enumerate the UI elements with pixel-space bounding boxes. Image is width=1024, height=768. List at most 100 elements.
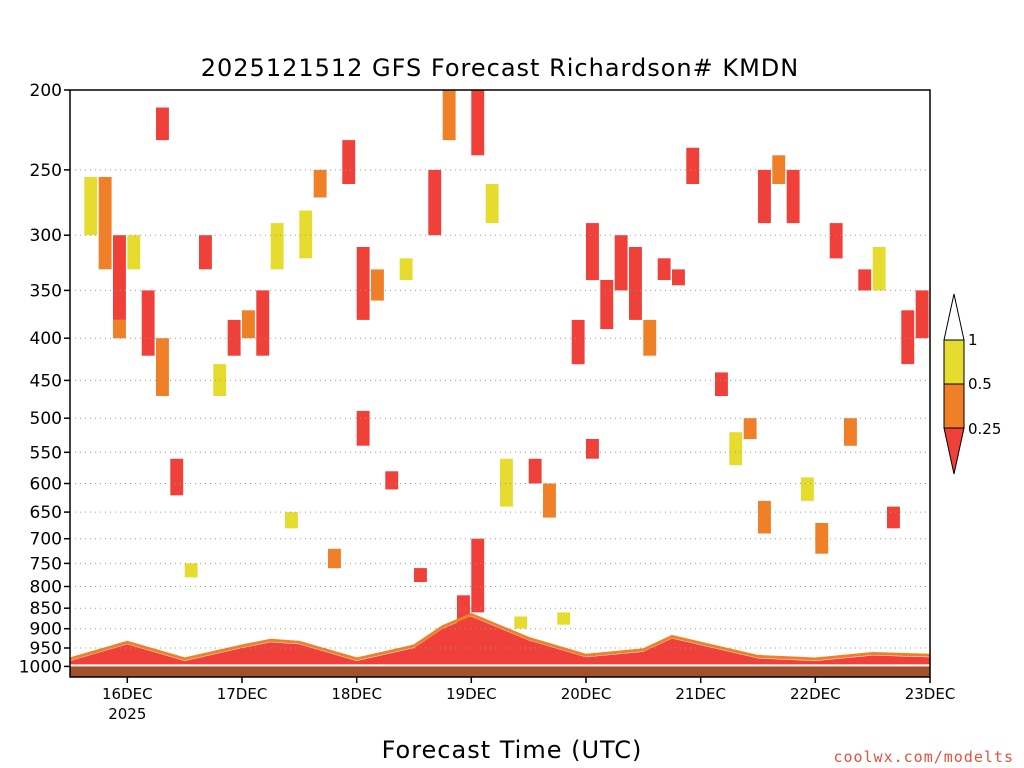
heatmap-cell: [758, 500, 771, 534]
heatmap-cell: [84, 177, 98, 236]
heatmap-cell: [213, 364, 227, 396]
heatmap-cell: [442, 90, 456, 141]
y-tick-label: 900: [30, 620, 62, 640]
x-tick-label: 20DEC: [561, 685, 612, 703]
heatmap-cell: [614, 235, 628, 291]
heatmap-cell: [500, 458, 513, 507]
heatmap-cell: [657, 258, 671, 280]
colorbar: 1 0.5 0.25: [943, 293, 1001, 475]
heatmap-cell: [256, 290, 270, 356]
heatmap-cell: [600, 280, 614, 330]
y-tick-label: 200: [30, 81, 62, 101]
heatmap-cell: [715, 372, 728, 396]
heatmap-cell: [586, 223, 599, 281]
y-tick-label: 300: [30, 226, 62, 246]
heatmap-cell: [385, 471, 399, 490]
x-tick-label: 16DEC: [102, 685, 153, 703]
x-axis-ticks: 16DEC 2025 17DEC 18DEC 19DEC 20DEC 21DEC 22DEC 2…: [102, 677, 955, 723]
heatmap-cell: [743, 418, 757, 440]
heatmap-cell: [915, 290, 929, 339]
heatmap-cell: [199, 235, 212, 270]
y-tick-label: 600: [30, 475, 62, 495]
heatmap-cell: [901, 310, 915, 365]
heatmap-cell: [356, 247, 370, 320]
x-tick-label: 21DEC: [675, 685, 726, 703]
heatmap-cell: [844, 418, 857, 446]
heatmap-cell: [471, 90, 485, 156]
plot-area: [69, 90, 931, 667]
y-tick-label: 350: [30, 281, 62, 301]
y-tick-label: 250: [30, 161, 62, 181]
heatmap-cell: [270, 223, 284, 270]
heatmap-cell: [299, 210, 313, 259]
y-tick-label: 800: [30, 578, 62, 598]
heatmap-cell: [170, 458, 184, 496]
colorbar-label: 1: [968, 331, 978, 349]
heatmap-cell: [829, 223, 843, 259]
heatmap-cell: [156, 107, 169, 141]
x-axis-label: Forecast Time (UTC): [382, 736, 643, 764]
heatmap-cell: [113, 235, 126, 320]
y-tick-label: 400: [30, 329, 62, 349]
heatmap-cell: [356, 410, 370, 446]
colorbar-top-arrow: [943, 293, 965, 341]
heatmap-cell: [141, 290, 155, 356]
heatmap-cell: [227, 319, 241, 356]
y-tick-label: 1000: [19, 657, 62, 677]
y-tick-label: 950: [30, 639, 62, 659]
y-tick-label: 700: [30, 530, 62, 550]
heatmap-cell: [643, 319, 657, 356]
x-tick-label: 22DEC: [790, 685, 841, 703]
heatmap-cell: [801, 477, 814, 501]
x-tick-label: 23DEC: [905, 685, 956, 703]
heatmap-cell: [887, 506, 900, 529]
heatmap-cell: [528, 458, 542, 484]
heatmap-cell: [156, 338, 169, 396]
colorbar-orange: [943, 383, 965, 429]
heatmap-cell: [127, 235, 141, 270]
pbl-top-line: [69, 612, 931, 661]
heatmap-cell: [686, 147, 700, 184]
heatmap-cell: [672, 269, 685, 286]
x-tick-sublabel: 2025: [108, 705, 146, 723]
y-tick-label: 850: [30, 599, 62, 619]
ground-fill: [70, 666, 930, 677]
heatmap-cell: [414, 568, 427, 582]
colorbar-label: 0.5: [968, 375, 992, 393]
chart-title-group: 2025121512 GFS Forecast Richardson# KMDN: [201, 54, 800, 82]
heatmap-cell: [629, 247, 642, 320]
heatmap-cell: [786, 169, 800, 224]
x-tick-label: 17DEC: [217, 685, 268, 703]
ground-layer: [70, 664, 930, 677]
gridlines: [70, 89, 930, 667]
heatmap-cell: [729, 432, 743, 466]
heatmap-cell: [399, 258, 413, 280]
plot-frame: [69, 89, 931, 678]
colorbar-yellow: [943, 339, 965, 385]
heatmap-cell: [557, 612, 571, 625]
credit-text: coolwx.com/modelts: [833, 748, 1014, 766]
heatmap-cell: [328, 548, 341, 569]
x-tick-label: 18DEC: [331, 685, 382, 703]
y-tick-label: 650: [30, 503, 62, 523]
heatmap-cell: [858, 269, 872, 291]
chart-title: 2025121512 GFS Forecast Richardson# KMDN: [201, 54, 800, 82]
y-tick-label: 450: [30, 371, 62, 391]
heatmap-cell: [285, 512, 298, 529]
heatmap-cell: [98, 177, 112, 270]
colorbar-label: 0.25: [968, 420, 1001, 438]
heatmap-cell: [872, 247, 886, 291]
heatmap-cell: [772, 155, 786, 184]
heatmap-cell: [485, 184, 499, 224]
y-tick-label: 550: [30, 443, 62, 463]
heatmap-cell: [313, 169, 327, 198]
heatmap-cell: [471, 538, 485, 613]
colorbar-bottom-arrow: [943, 427, 965, 475]
heatmap-cell: [586, 439, 599, 459]
heatmap-cell: [342, 140, 356, 184]
y-axis-ticks: 200 250 300 350 400 450 500 550 600 650 700 750 8008…: [19, 81, 70, 677]
heatmap-cell: [242, 310, 255, 339]
heatmap-cell: [428, 169, 442, 236]
heatmap-cell: [758, 169, 771, 224]
